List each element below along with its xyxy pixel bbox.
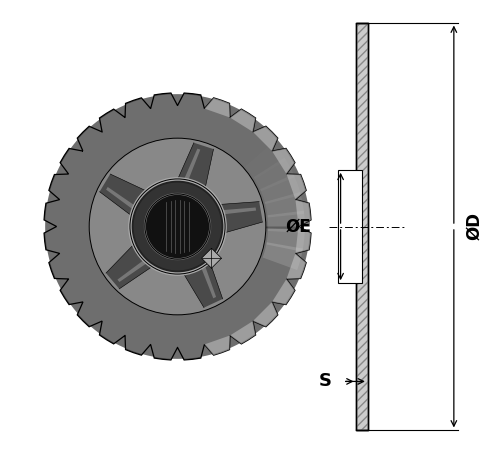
Polygon shape (118, 254, 155, 282)
Bar (356, 23, 368, 430)
Bar (356, 23, 368, 430)
Polygon shape (296, 200, 311, 226)
Polygon shape (230, 321, 256, 344)
Polygon shape (264, 192, 304, 217)
Polygon shape (268, 211, 305, 233)
Circle shape (89, 138, 266, 315)
Polygon shape (106, 237, 161, 289)
Polygon shape (272, 149, 295, 174)
Circle shape (130, 179, 225, 274)
Polygon shape (296, 226, 311, 253)
Polygon shape (100, 174, 156, 222)
Polygon shape (174, 143, 214, 198)
Polygon shape (204, 336, 230, 355)
Polygon shape (262, 242, 303, 270)
Polygon shape (202, 248, 222, 268)
Circle shape (145, 194, 210, 259)
Polygon shape (198, 256, 216, 298)
Polygon shape (209, 202, 262, 236)
Polygon shape (180, 149, 201, 190)
Polygon shape (230, 109, 256, 132)
Polygon shape (286, 174, 306, 200)
Bar (338, 170, 362, 283)
Text: ØE: ØE (286, 217, 311, 236)
Polygon shape (44, 93, 311, 360)
Polygon shape (260, 174, 301, 204)
Bar (356, 23, 368, 430)
Polygon shape (253, 302, 278, 327)
Polygon shape (45, 94, 310, 359)
Polygon shape (178, 251, 222, 308)
Polygon shape (212, 207, 256, 216)
Text: S: S (318, 372, 332, 390)
Polygon shape (266, 229, 305, 252)
Text: ØD: ØD (465, 212, 483, 241)
Polygon shape (204, 98, 230, 117)
Polygon shape (286, 253, 306, 279)
Circle shape (134, 183, 222, 270)
Polygon shape (272, 279, 295, 304)
Polygon shape (253, 126, 278, 151)
Polygon shape (106, 187, 144, 215)
